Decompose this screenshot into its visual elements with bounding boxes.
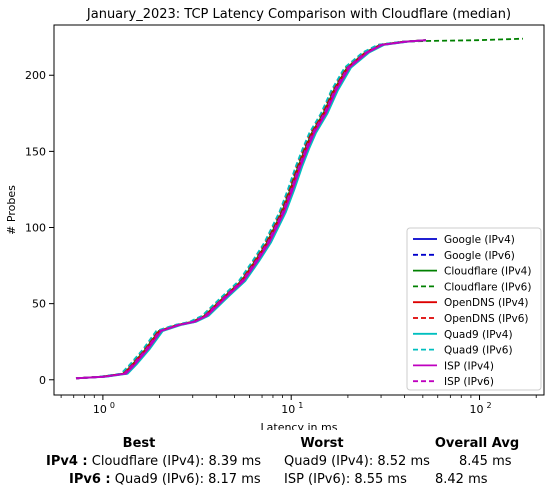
- x-tick-exponent-1: 1: [298, 401, 303, 410]
- avg-ipv6: 8.42 ms: [435, 472, 488, 487]
- x-tick-label-1: 10: [281, 403, 295, 416]
- x-tick-exponent-0: 0: [110, 401, 115, 410]
- summary-headers: Best Worst Overall Avg: [123, 436, 520, 451]
- avg-ipv4: 8.45 ms: [459, 454, 512, 469]
- header-worst: Worst: [300, 436, 343, 451]
- y-tick-label-3: 150: [25, 145, 46, 158]
- legend-label-8: ISP (IPv4): [444, 360, 494, 372]
- chart-title: January_2023: TCP Latency Comparison wit…: [86, 7, 511, 22]
- best-ipv4: Cloudflare (IPv4): 8.39 ms: [91, 454, 262, 469]
- row-label-ipv6: IPv6 :: [69, 472, 111, 487]
- summary-row-ipv6: IPv6 : Quad9 (IPv6): 8.17 ms: [69, 472, 261, 487]
- x-axis-label: Latency in ms: [261, 421, 338, 430]
- plot-frame: [53, 24, 545, 396]
- legend-label-1: Google (IPv6): [444, 250, 515, 262]
- y-tick-label-2: 100: [25, 222, 46, 235]
- best-ipv6: Quad9 (IPv6): 8.17 ms: [114, 472, 261, 487]
- y-tick-label-1: 50: [32, 298, 46, 311]
- series-line-9: [75, 39, 427, 380]
- y-axis-label: # Probes: [5, 185, 18, 235]
- legend-label-4: OpenDNS (IPv4): [444, 297, 529, 309]
- y-tick-label-0: 0: [39, 374, 46, 387]
- legend-label-6: Quad9 (IPv4): [444, 329, 513, 341]
- x-tick-label-2: 10: [470, 403, 484, 416]
- legend-label-9: ISP (IPv6): [444, 376, 494, 388]
- legend-box: [406, 227, 542, 391]
- latency-chart: January_2023: TCP Latency Comparison wit…: [5, 7, 545, 430]
- header-overall-avg: Overall Avg: [435, 436, 519, 451]
- series-line-8: [75, 39, 427, 380]
- legend: Google (IPv4) Google (IPv6) Cloudflare (IP…: [406, 227, 542, 391]
- legend-label-2: Cloudflare (IPv4): [444, 266, 531, 278]
- legend-label-3: Cloudflare (IPv6): [444, 281, 531, 293]
- summary-row-ipv4: IPv4 : Cloudflare (IPv4): 8.39 ms: [46, 454, 261, 469]
- worst-ipv6: ISP (IPv6): 8.55 ms: [284, 472, 407, 487]
- legend-label-5: OpenDNS (IPv6): [444, 313, 529, 325]
- x-tick-label-0: 10: [93, 403, 107, 416]
- row-label-ipv4: IPv4 :: [46, 454, 88, 469]
- legend-label-7: Quad9 (IPv6): [444, 345, 513, 357]
- legend-label-0: Google (IPv4): [444, 234, 515, 246]
- y-tick-label-4: 200: [25, 69, 46, 82]
- header-best: Best: [123, 436, 156, 451]
- x-tick-exponent-2: 2: [487, 401, 492, 410]
- series-line-6: [75, 39, 427, 380]
- worst-ipv4: Quad9 (IPv4): 8.52 ms: [284, 454, 430, 469]
